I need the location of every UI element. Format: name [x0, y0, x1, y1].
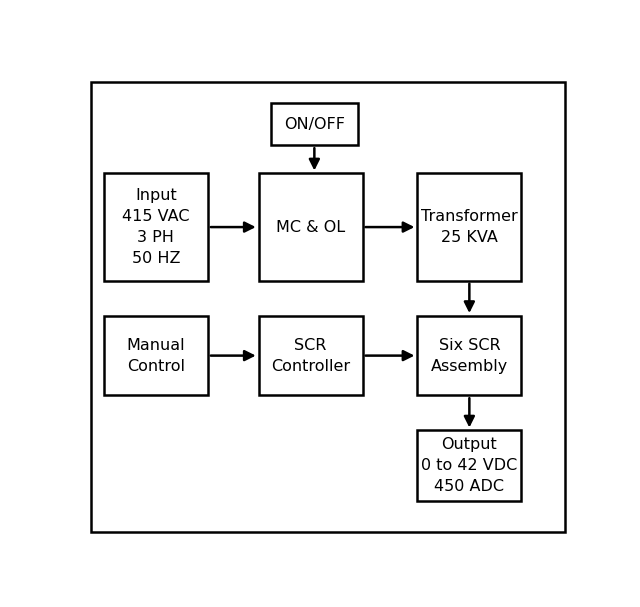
Bar	[259, 316, 363, 395]
Bar	[104, 316, 208, 395]
Text: ON/OFF: ON/OFF	[284, 117, 345, 132]
Text: MC & OL: MC & OL	[276, 220, 345, 234]
Text: SCR
Controller: SCR Controller	[271, 337, 350, 374]
Text: Input
415 VAC
3 PH
50 HZ: Input 415 VAC 3 PH 50 HZ	[122, 188, 189, 266]
Text: Transformer
25 KVA: Transformer 25 KVA	[421, 209, 518, 245]
Text: Six SCR
Assembly: Six SCR Assembly	[431, 337, 508, 374]
Text: Output
0 to 42 VDC
450 ADC: Output 0 to 42 VDC 450 ADC	[421, 437, 518, 494]
Bar	[417, 174, 522, 281]
Bar	[417, 316, 522, 395]
Text: Manual
Control: Manual Control	[127, 337, 185, 374]
Bar	[417, 430, 522, 501]
Bar	[104, 174, 208, 281]
Bar	[259, 174, 363, 281]
Bar	[271, 103, 358, 145]
